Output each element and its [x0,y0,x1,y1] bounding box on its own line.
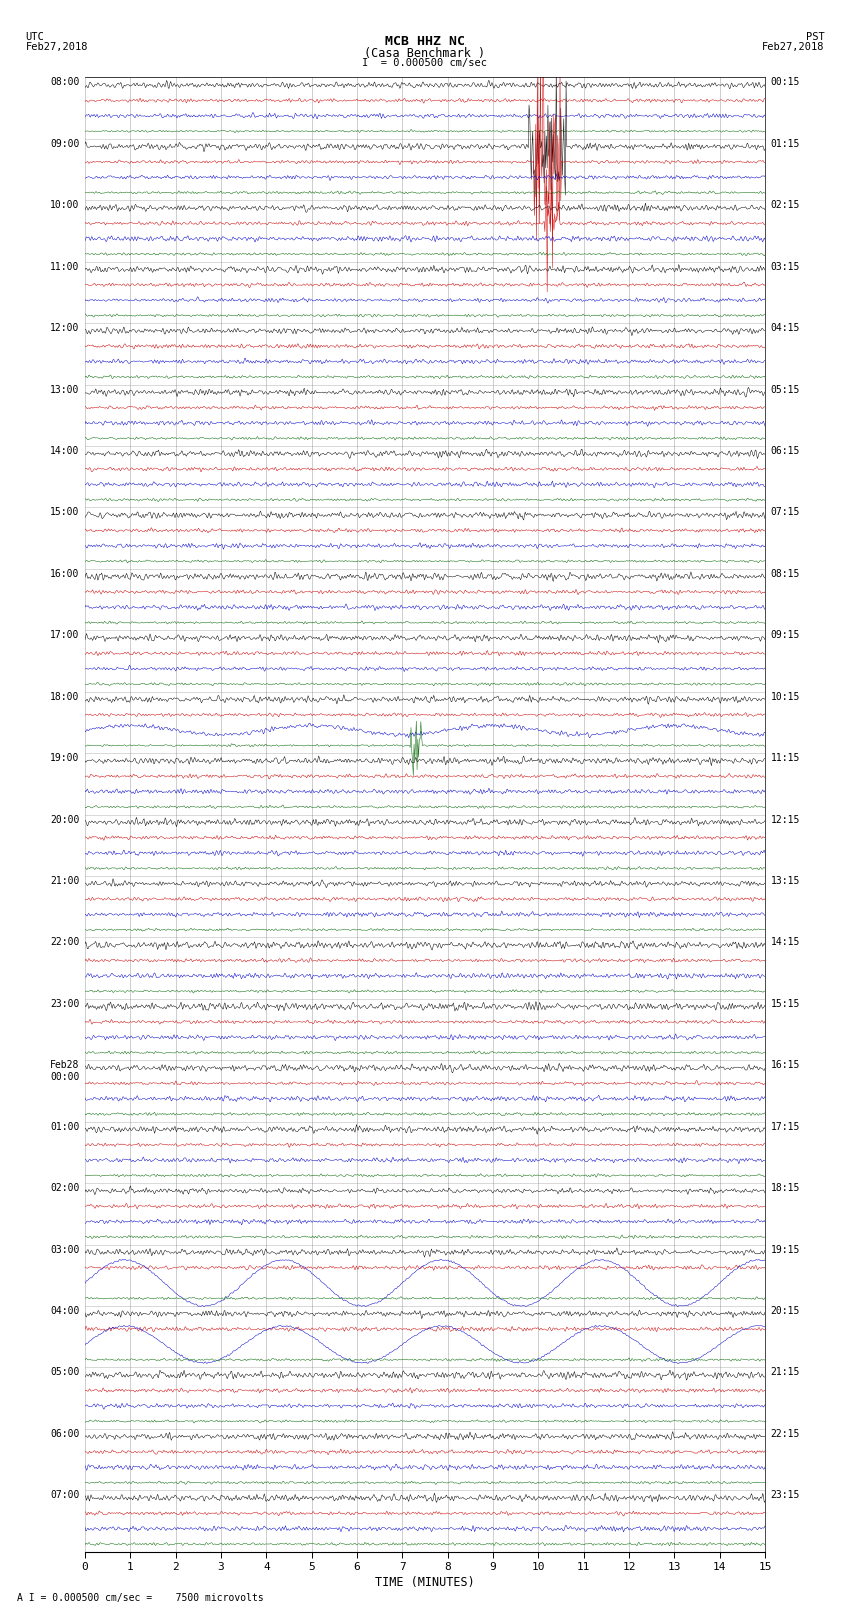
Text: 03:00: 03:00 [50,1245,79,1255]
Text: 17:00: 17:00 [50,631,79,640]
Text: 10:00: 10:00 [50,200,79,210]
Text: 20:15: 20:15 [771,1307,800,1316]
Text: 09:15: 09:15 [771,631,800,640]
Text: 06:15: 06:15 [771,447,800,456]
Text: 11:00: 11:00 [50,261,79,271]
Text: 10:15: 10:15 [771,692,800,702]
Text: 19:00: 19:00 [50,753,79,763]
Text: (Casa Benchmark ): (Casa Benchmark ) [365,47,485,60]
Text: 08:15: 08:15 [771,569,800,579]
X-axis label: TIME (MINUTES): TIME (MINUTES) [375,1576,475,1589]
Text: 14:00: 14:00 [50,447,79,456]
Text: 13:00: 13:00 [50,384,79,395]
Text: I  = 0.000500 cm/sec: I = 0.000500 cm/sec [362,58,488,68]
Text: 08:00: 08:00 [50,77,79,87]
Text: Feb28
00:00: Feb28 00:00 [50,1060,79,1082]
Text: 05:00: 05:00 [50,1368,79,1378]
Text: 16:15: 16:15 [771,1060,800,1071]
Text: 01:00: 01:00 [50,1121,79,1132]
Text: PST: PST [806,32,824,42]
Text: 18:00: 18:00 [50,692,79,702]
Text: MCB HHZ NC: MCB HHZ NC [385,35,465,48]
Text: 16:00: 16:00 [50,569,79,579]
Text: 05:15: 05:15 [771,384,800,395]
Text: 23:00: 23:00 [50,998,79,1008]
Text: 03:15: 03:15 [771,261,800,271]
Text: 22:00: 22:00 [50,937,79,947]
Text: UTC: UTC [26,32,44,42]
Text: 15:00: 15:00 [50,508,79,518]
Text: 02:15: 02:15 [771,200,800,210]
Text: 07:15: 07:15 [771,508,800,518]
Text: 02:00: 02:00 [50,1184,79,1194]
Text: 21:00: 21:00 [50,876,79,886]
Text: 17:15: 17:15 [771,1121,800,1132]
Text: 00:15: 00:15 [771,77,800,87]
Text: 14:15: 14:15 [771,937,800,947]
Text: 18:15: 18:15 [771,1184,800,1194]
Text: 19:15: 19:15 [771,1245,800,1255]
Text: 01:15: 01:15 [771,139,800,148]
Text: 09:00: 09:00 [50,139,79,148]
Text: 22:15: 22:15 [771,1429,800,1439]
Text: Feb27,2018: Feb27,2018 [26,42,88,52]
Text: 11:15: 11:15 [771,753,800,763]
Text: 15:15: 15:15 [771,998,800,1008]
Text: 13:15: 13:15 [771,876,800,886]
Text: 06:00: 06:00 [50,1429,79,1439]
Text: 07:00: 07:00 [50,1490,79,1500]
Text: A I = 0.000500 cm/sec =    7500 microvolts: A I = 0.000500 cm/sec = 7500 microvolts [17,1594,264,1603]
Text: 04:00: 04:00 [50,1307,79,1316]
Text: 21:15: 21:15 [771,1368,800,1378]
Text: 12:15: 12:15 [771,815,800,824]
Text: 04:15: 04:15 [771,323,800,334]
Text: 20:00: 20:00 [50,815,79,824]
Text: Feb27,2018: Feb27,2018 [762,42,824,52]
Text: 23:15: 23:15 [771,1490,800,1500]
Text: 12:00: 12:00 [50,323,79,334]
